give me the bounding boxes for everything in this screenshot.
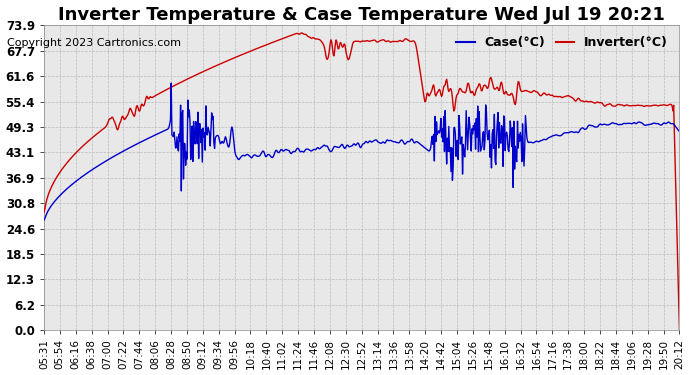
Legend: Case(°C), Inverter(°C): Case(°C), Inverter(°C)	[451, 32, 673, 54]
Text: Copyright 2023 Cartronics.com: Copyright 2023 Cartronics.com	[7, 38, 181, 48]
Title: Inverter Temperature & Case Temperature Wed Jul 19 20:21: Inverter Temperature & Case Temperature …	[58, 6, 665, 24]
